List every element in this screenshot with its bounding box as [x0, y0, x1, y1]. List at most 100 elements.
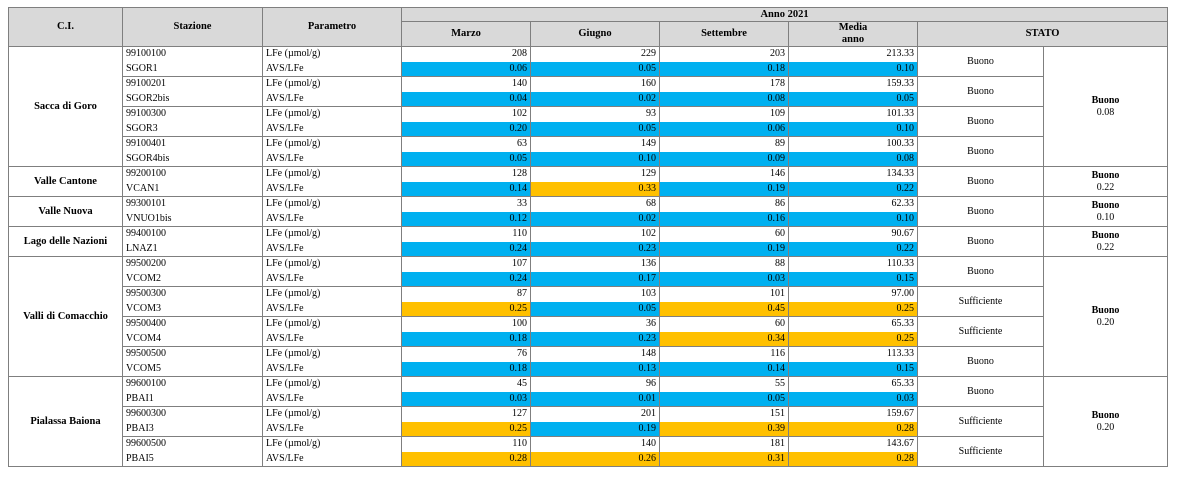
avs-value: 0.10 — [788, 121, 918, 137]
lfe-value: 203 — [659, 46, 789, 62]
lfe-value: 110.33 — [788, 256, 918, 272]
lfe-value: 160 — [530, 76, 660, 92]
station-stato: Buono — [917, 256, 1044, 287]
avs-value: 0.10 — [788, 211, 918, 227]
avs-value: 0.13 — [530, 361, 660, 377]
station-sigla: SGOR3 — [122, 121, 263, 137]
avs-value: 0.03 — [788, 391, 918, 407]
station-sigla: SGOR4bis — [122, 151, 263, 167]
table-row: 99600500 LFe (µmol/g) 110 140 181 143.67 Suffi… — [9, 436, 1168, 467]
avs-value: 0.18 — [401, 361, 531, 377]
avs-value: 0.14 — [401, 181, 531, 197]
lfe-value: 109 — [659, 106, 789, 122]
ci-stato: Buono 0.22 — [1042, 226, 1169, 257]
header-stazione: Stazione — [122, 7, 263, 47]
header-marzo: Marzo — [401, 21, 531, 47]
param-avs: AVS/LFe — [262, 241, 402, 257]
avs-value: 0.26 — [530, 451, 660, 467]
table-row: VCOM2 AVS/LFe 0.24 0.17 0.03 0.15 — [9, 271, 1168, 287]
table-row: VCOM5 AVS/LFe 0.18 0.13 0.14 0.15 — [9, 361, 1168, 377]
table-row: Lago delle Nazioni 99400100 LFe (µmol/g) 11… — [8, 226, 1169, 257]
param-avs: AVS/LFe — [262, 421, 402, 437]
ci-stato: Buono 0.20 — [1042, 376, 1169, 467]
ci-name: Pialassa Baiona — [8, 376, 123, 467]
param-lfe: LFe (µmol/g) — [262, 46, 402, 62]
lfe-value: 110 — [401, 436, 531, 452]
lfe-value: 113.33 — [788, 346, 918, 362]
ci-name: Valle Cantone — [8, 166, 123, 197]
avs-value: 0.25 — [788, 301, 918, 317]
station-code: 99600300 — [122, 406, 263, 422]
lfe-value: 181 — [659, 436, 789, 452]
ci-stato: Buono 0.10 — [1042, 196, 1169, 227]
avs-value: 0.31 — [659, 451, 789, 467]
avs-value: 0.05 — [401, 151, 531, 167]
param-avs: AVS/LFe — [262, 121, 402, 137]
table-row: 99100300 LFe (µmol/g) 102 93 109 101.33 Buono — [9, 106, 1168, 137]
avs-value: 0.10 — [530, 151, 660, 167]
lfe-value: 127 — [401, 406, 531, 422]
ci-stato: Buono 0.20 — [1042, 256, 1169, 377]
param-lfe: LFe (µmol/g) — [262, 376, 402, 392]
avs-value: 0.05 — [659, 391, 789, 407]
avs-value: 0.19 — [659, 241, 789, 257]
avs-value: 0.17 — [530, 271, 660, 287]
lfe-value: 63 — [401, 136, 531, 152]
lfe-value: 93 — [530, 106, 660, 122]
lfe-value: 68 — [530, 196, 660, 212]
table-row: Pialassa Baiona 99600100 LFe (µmol/g) 45 96 5… — [8, 376, 1169, 467]
param-lfe: LFe (µmol/g) — [262, 136, 402, 152]
param-avs: AVS/LFe — [262, 61, 402, 77]
station-code: 99600500 — [122, 436, 263, 452]
lfe-value: 116 — [659, 346, 789, 362]
avs-value: 0.15 — [788, 271, 918, 287]
station-code: 99500300 — [122, 286, 263, 302]
avs-value: 0.19 — [659, 181, 789, 197]
table-row: 99500400 LFe (µmol/g) 100 36 60 65.33 Sufficie… — [9, 316, 1168, 347]
avs-value: 0.05 — [530, 301, 660, 317]
station-stato: Buono — [917, 346, 1044, 377]
avs-value: 0.08 — [788, 151, 918, 167]
avs-value: 0.22 — [788, 181, 918, 197]
ci-stato-value: 0.20 — [1096, 421, 1115, 433]
avs-value: 0.25 — [788, 331, 918, 347]
station-stato: Buono — [917, 376, 1044, 407]
lfe-value: 100 — [401, 316, 531, 332]
ci-stato-label: Buono — [1091, 94, 1120, 106]
table-row: 99600300 LFe (µmol/g) 127 201 151 159.67 Suffi… — [9, 406, 1168, 437]
lfe-value: 36 — [530, 316, 660, 332]
lfe-value: 89 — [659, 136, 789, 152]
lfe-value: 65.33 — [788, 316, 918, 332]
station-stato: Buono — [917, 136, 1044, 167]
ci-stato-value: 0.08 — [1096, 106, 1115, 118]
lfe-value: 88 — [659, 256, 789, 272]
header-stato: STATO — [916, 21, 1169, 47]
station-stato: Buono — [917, 106, 1044, 137]
lfe-value: 101 — [659, 286, 789, 302]
avs-value: 0.05 — [530, 61, 660, 77]
avs-value: 0.24 — [401, 271, 531, 287]
station-sigla: VNUO1bis — [122, 211, 263, 227]
lfe-value: 100.33 — [788, 136, 918, 152]
ci-name: Lago delle Nazioni — [8, 226, 123, 257]
lfe-value: 143.67 — [788, 436, 918, 452]
station-code: 99600100 — [122, 376, 263, 392]
avs-value: 0.01 — [530, 391, 660, 407]
avs-value: 0.05 — [530, 121, 660, 137]
station-stato: Sufficiente — [917, 316, 1044, 347]
header-media-line1: Media — [838, 22, 868, 34]
data-table: C.I. Stazione Parametro Anno 2021 Marzo … — [8, 7, 1169, 467]
station-sigla: SGOR2bis — [122, 91, 263, 107]
param-avs: AVS/LFe — [262, 181, 402, 197]
station-sigla: VCAN1 — [122, 181, 263, 197]
lfe-value: 60 — [659, 226, 789, 242]
lfe-value: 96 — [530, 376, 660, 392]
lfe-value: 60 — [659, 316, 789, 332]
station-stato: Sufficiente — [917, 436, 1044, 467]
table-body: Sacca di Goro 99100100 LFe (µmol/g) 208 229 2… — [8, 46, 1169, 467]
lfe-value: 136 — [530, 256, 660, 272]
avs-value: 0.09 — [659, 151, 789, 167]
table-row: PBAI5 AVS/LFe 0.28 0.26 0.31 0.28 — [9, 451, 1168, 467]
param-lfe: LFe (µmol/g) — [262, 106, 402, 122]
station-sigla: VCOM5 — [122, 361, 263, 377]
